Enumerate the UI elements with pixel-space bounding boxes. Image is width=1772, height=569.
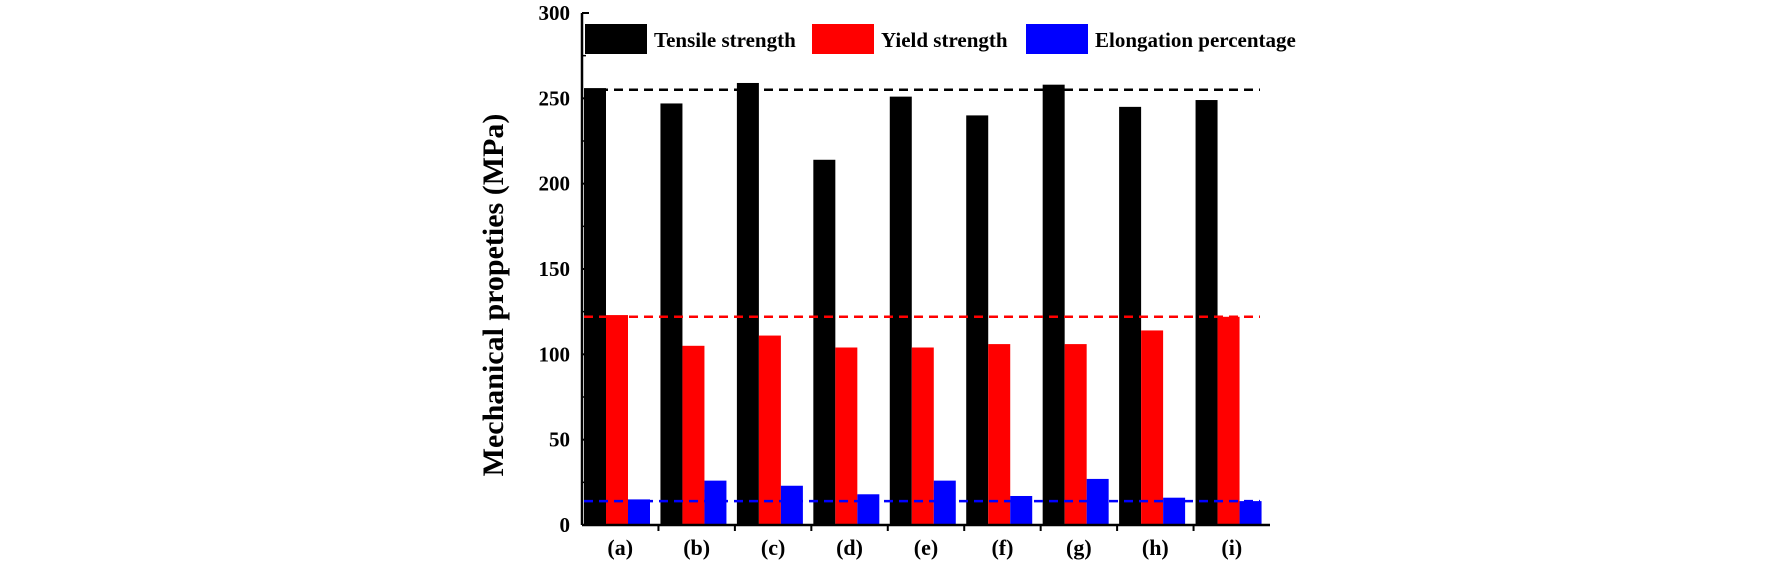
bar-elongation-percentage-d [857,494,880,525]
bar-elongation-percentage-h [1163,497,1186,525]
legend: Tensile strength Yield strength Elongation… [585,24,1296,54]
x-tick-label-a: (a) [607,535,633,560]
y-axis-title: Mechanical propeties (MPa) [477,114,510,477]
bar-tensile-strength-a [584,88,606,526]
bar-yield-strength-g [1064,344,1087,525]
x-tick-label-c: (c) [761,535,785,560]
bar-tensile-strength-d [813,159,836,526]
x-tick-label-i: (i) [1221,535,1242,560]
bar-tensile-strength-b [660,103,683,525]
legend-label-elongation-percentage: Elongation percentage [1095,28,1296,52]
bar-elongation-percentage-e [933,480,956,525]
bar-elongation-percentage-c [780,485,803,525]
legend-swatch-elongation-percentage [1026,24,1088,54]
legend-label-tensile-strength: Tensile strength [654,28,796,52]
bar-tensile-strength-i [1195,100,1218,525]
y-tick-label-300: 300 [539,1,571,25]
x-tick-label-b: (b) [683,535,710,560]
bars-group [584,82,1262,526]
x-tick-label-e: (e) [914,535,938,560]
x-tick-label-g: (g) [1066,535,1092,560]
bar-yield-strength-i [1217,316,1240,525]
bar-yield-strength-d [835,347,858,525]
bar-elongation-percentage-i [1239,501,1262,525]
bar-tensile-strength-c [736,82,759,526]
reference-lines-group [584,88,1260,503]
bar-elongation-percentage-f [1010,495,1033,525]
x-tick-label-d: (d) [836,535,863,560]
bar-yield-strength-b [682,345,705,525]
bar-tensile-strength-g [1042,84,1065,526]
x-tick-label-h: (h) [1142,535,1169,560]
y-tick-label-200: 200 [539,172,571,196]
bar-yield-strength-c [758,335,781,525]
bar-yield-strength-e [911,347,934,525]
bar-elongation-percentage-a [628,499,650,525]
bar-yield-strength-a [606,315,628,525]
bar-tensile-strength-f [966,115,989,526]
bar-yield-strength-h [1141,330,1164,525]
y-tick-label-150: 150 [539,257,571,281]
y-tick-label-0: 0 [560,513,571,537]
y-tick-label-250: 250 [539,86,571,110]
legend-swatch-tensile-strength [585,24,647,54]
legend-swatch-yield-strength [812,24,874,54]
axes-group: 0 50 100 150 200 250 300 (a) (b) (c) (d) (e) (f) (g) (… [539,1,1270,560]
bar-tensile-strength-e [889,96,912,526]
legend-label-yield-strength: Yield strength [881,28,1008,52]
y-tick-label-100: 100 [539,342,571,366]
y-tick-label-50: 50 [549,428,570,452]
bar-yield-strength-f [988,344,1011,525]
x-tick-label-f: (f) [991,535,1013,560]
bar-elongation-percentage-b [704,480,727,525]
